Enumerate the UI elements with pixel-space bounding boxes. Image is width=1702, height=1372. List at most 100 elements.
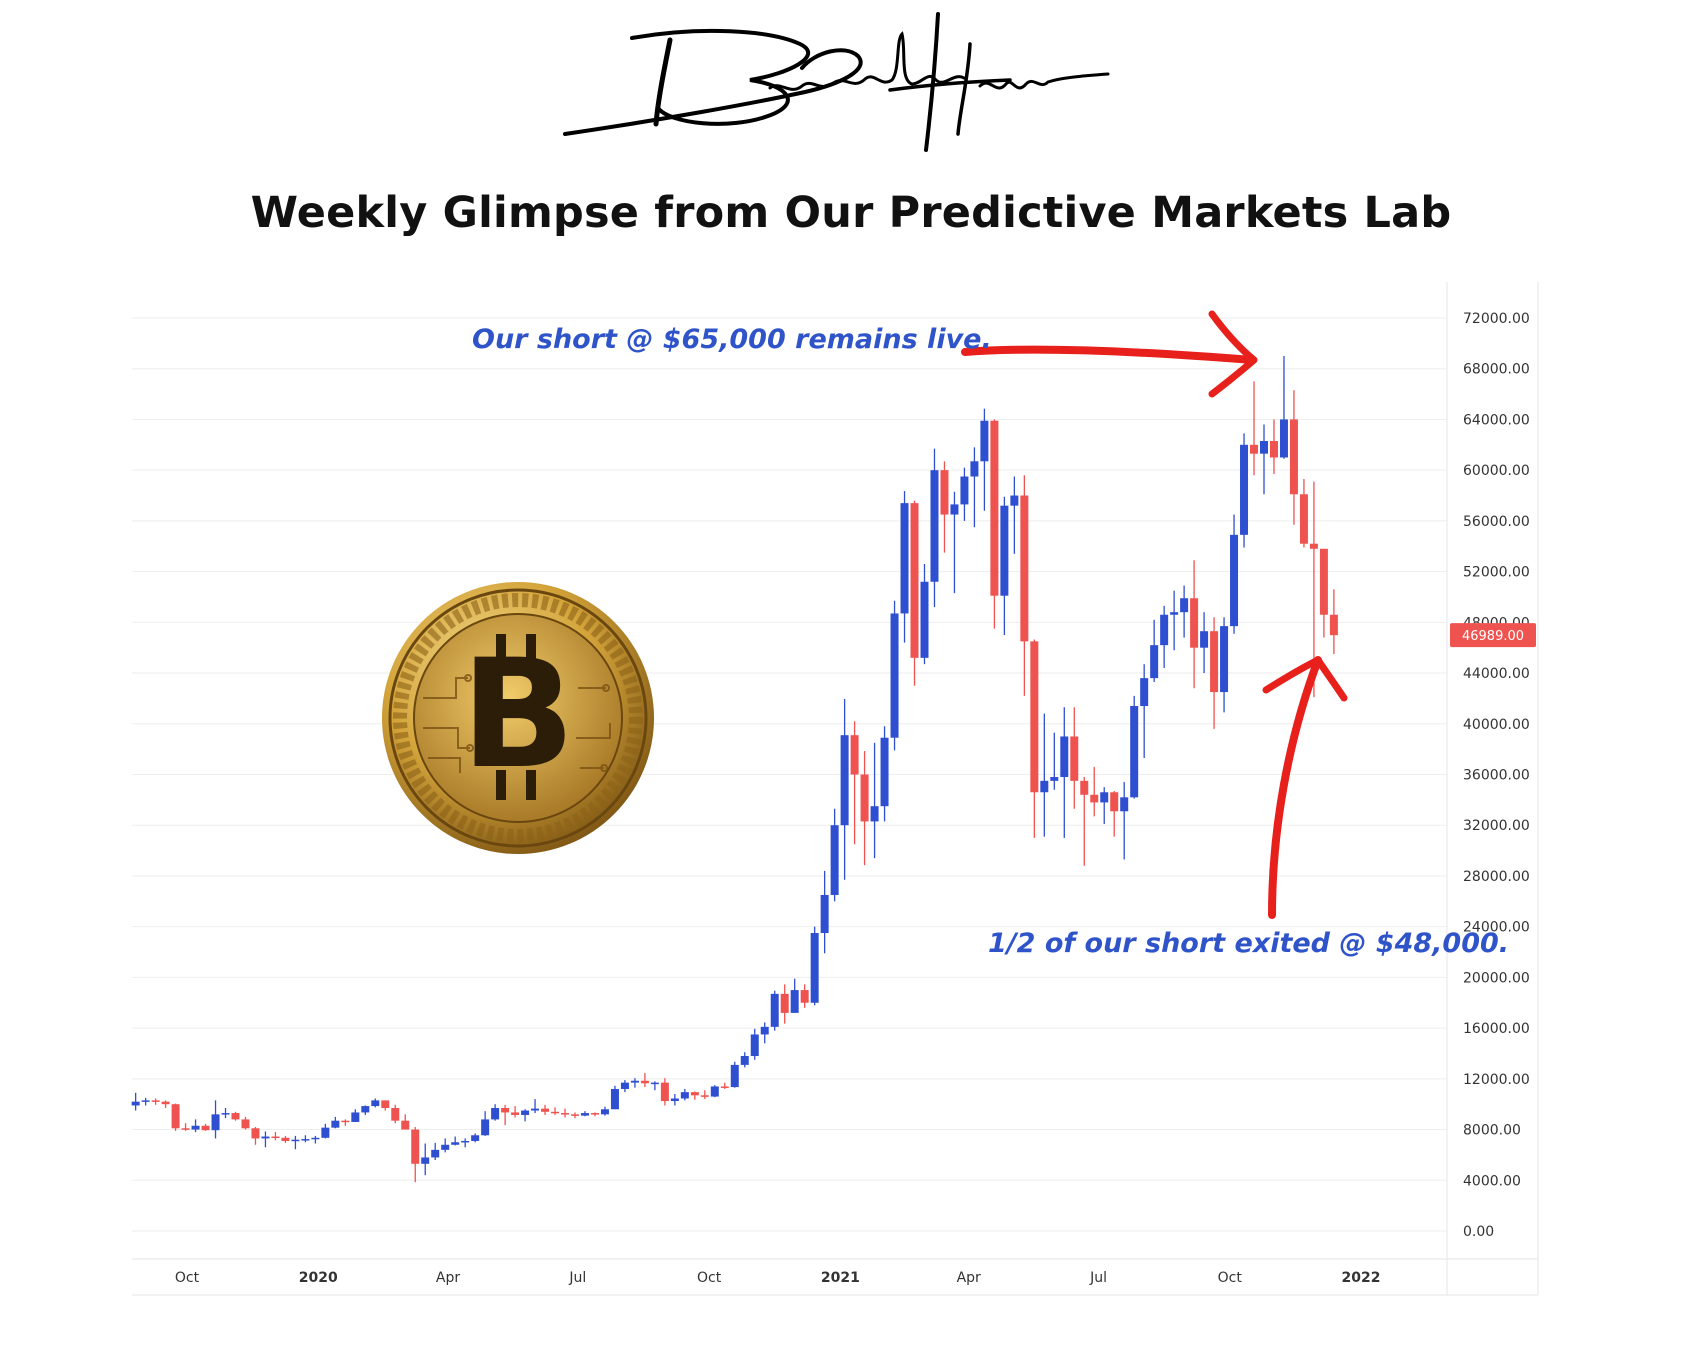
candle [1319, 548, 1328, 638]
candle [760, 1022, 769, 1044]
candle-body [191, 1125, 200, 1130]
candle-body [580, 1113, 589, 1116]
candle-body [1210, 631, 1219, 693]
candle-body [361, 1106, 370, 1113]
candle-body [610, 1088, 619, 1110]
candle [1269, 419, 1278, 474]
y-tick-label: 32000.00 [1463, 818, 1530, 834]
candle [401, 1114, 410, 1130]
candle [501, 1104, 510, 1126]
candle [730, 1061, 739, 1088]
candle-body [970, 461, 979, 477]
candle-body [980, 420, 989, 462]
candle [531, 1099, 540, 1114]
candle [880, 726, 889, 822]
candle-body [1299, 494, 1308, 544]
x-tick-label: Oct [175, 1270, 200, 1286]
candle [211, 1100, 220, 1139]
candle-body [271, 1136, 280, 1139]
candle [980, 408, 989, 511]
candle-body [640, 1080, 649, 1084]
candle [1180, 585, 1189, 638]
candle [341, 1119, 350, 1126]
candle [1170, 590, 1179, 651]
candle [1329, 589, 1338, 655]
candle [511, 1106, 520, 1118]
candle-body [1259, 441, 1268, 454]
candle-body [491, 1107, 500, 1120]
x-tick-label: 2020 [299, 1270, 338, 1286]
candle [810, 926, 819, 1006]
candle-body [1100, 792, 1109, 803]
candle-body [690, 1092, 699, 1096]
candle-body [1279, 419, 1288, 458]
candle [331, 1116, 340, 1129]
candle-body [1200, 631, 1209, 648]
y-axis-labels: 72000.00 68000.00 64000.00 60000.00 56000.00… [1463, 311, 1530, 1240]
candle [850, 721, 859, 845]
candle-body [321, 1127, 330, 1138]
candle [940, 461, 949, 553]
candle [1190, 560, 1199, 689]
x-tick-label: 2022 [1342, 1270, 1381, 1286]
candle-body [501, 1107, 510, 1113]
y-tick-label: 56000.00 [1463, 514, 1530, 530]
candle [471, 1133, 480, 1143]
candle-body [910, 503, 919, 658]
candle [1250, 381, 1259, 476]
y-tick-label: 4000.00 [1463, 1173, 1521, 1189]
candle-body [1329, 614, 1338, 636]
candle [920, 564, 929, 665]
candle [381, 1100, 390, 1111]
candle [421, 1143, 430, 1176]
candle [321, 1123, 330, 1139]
candle-body [441, 1144, 450, 1150]
candle [670, 1094, 679, 1106]
candle [291, 1135, 300, 1150]
candle [860, 751, 869, 866]
candle-body [461, 1140, 470, 1143]
candle [391, 1104, 400, 1124]
candle-body [411, 1129, 420, 1164]
candle-body [291, 1139, 300, 1142]
candle-body [840, 735, 849, 826]
candle [521, 1109, 530, 1122]
candle-body [670, 1098, 679, 1102]
last-price-tag-bg [1450, 623, 1536, 648]
bitcoin-symbol: B [461, 628, 575, 802]
candle-body [1250, 444, 1259, 454]
candle-body [1269, 441, 1278, 458]
candle [181, 1123, 190, 1131]
candle [750, 1028, 759, 1060]
candle [271, 1132, 280, 1141]
candle [1130, 695, 1139, 799]
candle [630, 1078, 639, 1088]
candle [201, 1123, 210, 1131]
candle-body [391, 1107, 400, 1121]
candle [1080, 777, 1089, 866]
candle-body [241, 1119, 250, 1129]
candle [710, 1085, 719, 1098]
y-tick-label: 16000.00 [1463, 1021, 1530, 1037]
candle [491, 1104, 500, 1121]
candle [780, 984, 789, 1024]
candle [191, 1119, 200, 1133]
annotation-short-exit: 1/2 of our short exited @ $48,000. [988, 928, 1510, 959]
candle-body [1000, 505, 1009, 596]
candle [950, 491, 959, 594]
candle [411, 1127, 420, 1183]
candle [1279, 356, 1288, 459]
last-price-tag: 46989.00 [1450, 623, 1536, 648]
arrow-to-high [961, 310, 1258, 398]
candle [610, 1085, 619, 1110]
candle-body [371, 1100, 380, 1107]
candle-body [740, 1056, 749, 1065]
candle-body [760, 1026, 769, 1035]
candle-body [590, 1113, 599, 1115]
candle-body [1060, 736, 1069, 778]
y-tick-label: 24000.00 [1463, 920, 1530, 936]
candle-body [451, 1142, 460, 1145]
candle-body [780, 993, 789, 1013]
candle-body [830, 825, 839, 895]
